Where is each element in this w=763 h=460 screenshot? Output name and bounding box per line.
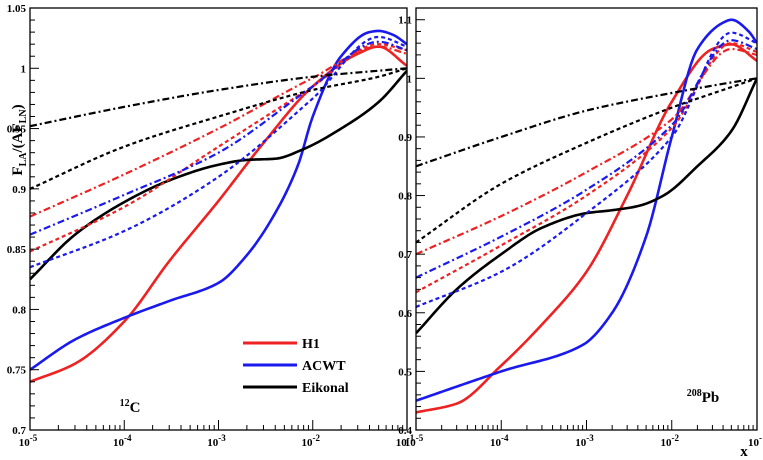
series-line-h1-solid: [30, 45, 407, 383]
y-tick-label: 0.85: [7, 244, 27, 256]
y-tick-label: 1.05: [7, 3, 27, 15]
legend: H1 ACWT Eikonal: [243, 337, 349, 396]
series-line-acwt-dashed: [30, 35, 407, 269]
y-tick-label: 0.4: [398, 425, 412, 437]
series-line-eikonal-dashed: [30, 67, 407, 190]
y-axis-label-close: ): [10, 104, 26, 109]
y-tick-label: 0.75: [7, 365, 27, 377]
y-tick-label: 0.7: [398, 249, 412, 261]
x-tick-label: 10-5: [405, 433, 424, 449]
nucleus-label: 12C: [120, 398, 141, 416]
y-tick-label: 1: [21, 63, 27, 75]
y-tick-label: 0.5: [398, 366, 412, 378]
series-line-acwt-dashed: [416, 31, 757, 308]
y-tick-label: 0.7: [12, 425, 26, 437]
legend-label-eikonal: Eikonal: [302, 381, 349, 396]
series-line-eikonal-dashed: [416, 77, 757, 244]
series-line-eikonal-solid: [416, 77, 757, 335]
x-tick-label: 10-: [748, 433, 762, 449]
series-line-h1-solid: [416, 43, 757, 414]
series-group: [416, 18, 757, 414]
series-line-h1-dashed: [30, 43, 407, 253]
series-line-eikonal-solid: [30, 69, 407, 281]
plot-frame: [29, 7, 408, 431]
y-tick-label: 0.9: [398, 132, 412, 144]
series-line-h1-dashdot: [416, 47, 757, 256]
y-tick-label: 0.8: [398, 191, 412, 203]
y-tick-label: 0.9: [12, 184, 26, 196]
x-tick-label: 10-4: [113, 433, 132, 449]
series-line-acwt-solid: [416, 18, 757, 402]
y-tick-label: 0.6: [398, 308, 412, 320]
x-tick-label: 10-3: [575, 433, 594, 449]
x-tick-label: 10-4: [490, 433, 509, 449]
series-line-acwt-dashdot: [416, 39, 757, 279]
x-tick-label: 10-5: [19, 433, 38, 449]
y-tick-label: 1.1: [398, 15, 412, 27]
series-line-eikonal-dashdot: [30, 67, 407, 128]
y-tick-label: 0.8: [12, 304, 26, 316]
series-line-eikonal-dashdot: [416, 77, 757, 168]
legend-label-acwt: ACWT: [302, 359, 346, 374]
y-axis-label-sub-ln: LN: [18, 109, 29, 124]
x-tick-label: 10-3: [207, 433, 226, 449]
y-tick-label: 1: [407, 73, 413, 85]
y-axis-label: FLA/(AFLN): [10, 104, 29, 175]
series-line-acwt-solid: [30, 29, 407, 371]
legend-label-h1: H1: [302, 337, 320, 352]
y-axis-label-mid: /(AF: [10, 123, 26, 153]
y-tick-label: 0.95: [7, 124, 27, 136]
x-tick-label: 10-1: [396, 433, 415, 449]
x-tick-label: 10-2: [661, 433, 680, 449]
x-axis-label: x: [740, 444, 748, 460]
panel-right: 0.4 0.5 0.6 0.7 0.8 0.9 1 1.1 10-5 10-4 10-3 10-2 10…: [398, 7, 762, 449]
nucleus-label: 208Pb: [687, 388, 720, 406]
series-group: [30, 29, 407, 383]
x-tick-label: 10-2: [302, 433, 321, 449]
series-line-acwt-dashdot: [30, 40, 407, 236]
y-axis-label-sub-la: LA: [18, 152, 29, 167]
y-axis-label-F: F: [10, 166, 26, 175]
series-line-h1-dashed: [416, 42, 757, 294]
